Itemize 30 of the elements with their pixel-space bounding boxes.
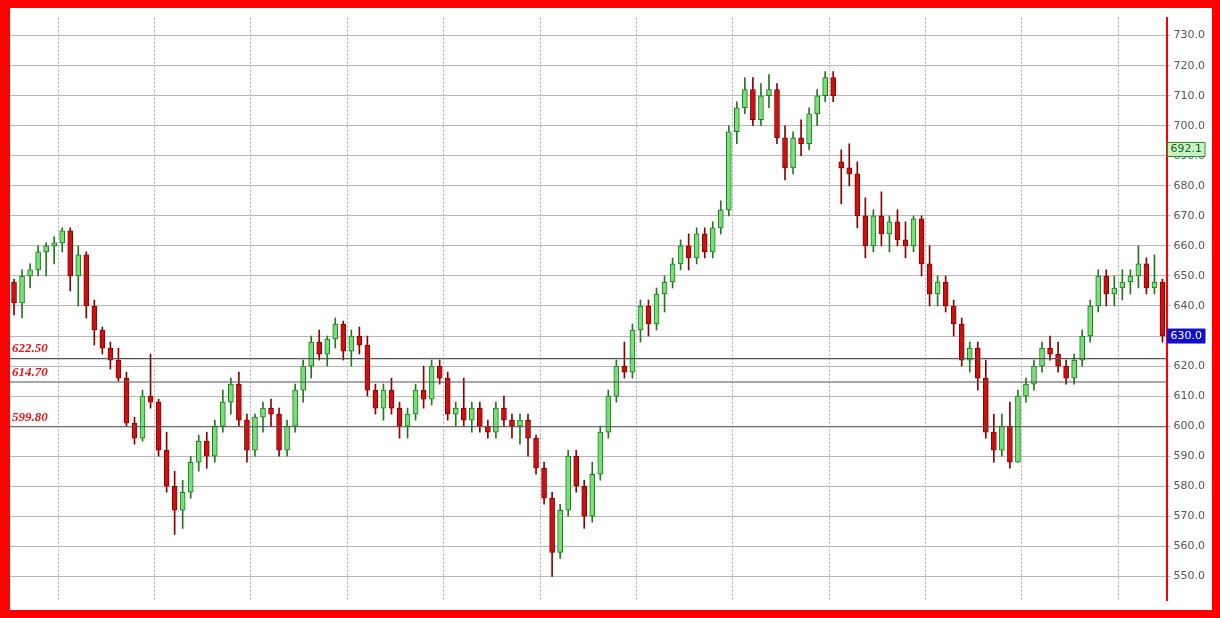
candlestick <box>838 149 845 205</box>
y-tick-label: 580.0 <box>1173 479 1206 493</box>
candlestick <box>766 74 772 109</box>
y-tick-label: 600.0 <box>1173 419 1206 433</box>
y-tick-label: 570.0 <box>1173 509 1206 523</box>
ref-line-label: 622.50 <box>12 340 49 356</box>
y-tick-label: 590.0 <box>1173 449 1206 463</box>
y-tick-label: 680.0 <box>1173 178 1206 192</box>
candlestick <box>798 119 804 157</box>
y-tick-label: 720.0 <box>1173 58 1206 72</box>
annotation: 692.1 <box>1170 142 1203 156</box>
candlestick <box>43 242 49 277</box>
y-tick-label: 730.0 <box>1173 28 1206 42</box>
y-tick-label: 710.0 <box>1173 88 1206 102</box>
candlestick <box>517 413 523 445</box>
y-tick-label: 640.0 <box>1173 298 1206 312</box>
ref-line-label: 614.70 <box>12 363 49 379</box>
y-tick-label: 560.0 <box>1173 539 1206 553</box>
annotation: 630.0 <box>1170 328 1203 342</box>
y-tick-label: 670.0 <box>1173 208 1206 222</box>
y-tick-label: 660.0 <box>1173 238 1206 252</box>
ref-line-label: 599.80 <box>12 408 49 424</box>
y-tick-label: 610.0 <box>1173 388 1206 402</box>
candlestick <box>268 398 274 427</box>
y-tick-label: 650.0 <box>1173 268 1206 282</box>
y-tick-label: 620.0 <box>1173 358 1206 372</box>
candlestick <box>1111 275 1118 307</box>
y-tick-label: 550.0 <box>1173 569 1206 583</box>
y-tick-label: 700.0 <box>1173 118 1206 132</box>
candlestick <box>846 143 853 187</box>
